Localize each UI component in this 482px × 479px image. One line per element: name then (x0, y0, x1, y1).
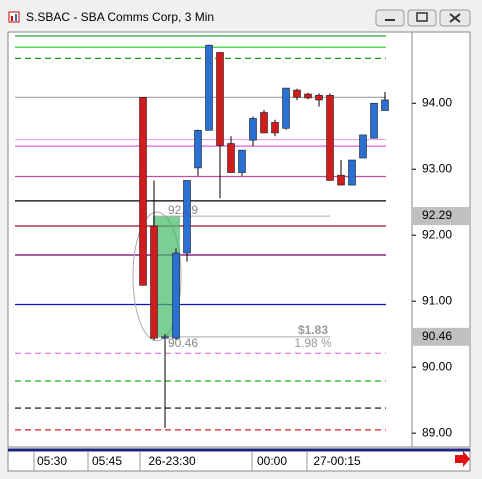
measure-start-label: 92.29 (168, 203, 198, 217)
candle-body (183, 180, 191, 254)
candle-body (348, 159, 356, 186)
x-tick-label: 00:00 (257, 454, 287, 468)
window-title: S.SBAC - SBA Comms Corp, 3 Min (26, 10, 214, 24)
candle-body (271, 122, 279, 134)
candle-body (304, 93, 312, 99)
y-tick-label: 93.00 (422, 161, 452, 175)
candle-body (161, 336, 169, 339)
candle-body (249, 118, 257, 141)
measure-ellipse (132, 211, 182, 342)
restore-icon (416, 12, 428, 22)
close-icon (449, 13, 461, 23)
candle-body (216, 52, 224, 146)
candle-body (139, 97, 147, 286)
candle-body (293, 89, 301, 98)
x-tick-label: 27-00:15 (313, 454, 361, 468)
y-tick-label: 92.00 (422, 227, 452, 241)
candle-body (194, 130, 202, 169)
candle-body (238, 149, 246, 173)
scroll-arrow[interactable] (455, 451, 470, 467)
x-tick-label: 26-23:30 (148, 454, 196, 468)
candle-body (205, 44, 213, 131)
measure-percent: 1.98 % (294, 336, 332, 350)
y-tick-label: 90.00 (422, 359, 452, 373)
price-marker (413, 207, 469, 226)
candle-body (315, 95, 323, 101)
y-tick-label: 91.00 (422, 293, 452, 307)
candle-body (337, 174, 345, 186)
measure-end-label: 90.46 (168, 336, 198, 350)
price-marker-label: 92.29 (422, 208, 452, 222)
window-buttons[interactable] (375, 9, 471, 27)
x-tick-label: 05:30 (37, 454, 67, 468)
candle-body (370, 102, 378, 139)
time-axis (7, 448, 471, 472)
candle-body (282, 87, 290, 129)
app-icon (8, 11, 20, 23)
measure-change: $1.83 (298, 323, 328, 337)
candle-body (359, 134, 367, 159)
y-tick-label: 89.00 (422, 425, 452, 439)
restore-button[interactable] (407, 9, 437, 27)
price-marker-label: 90.46 (422, 329, 452, 343)
candle-body (172, 252, 180, 339)
candle-body (227, 143, 235, 173)
app-icon-bar (11, 16, 13, 21)
candle-body (150, 225, 158, 339)
app-icon-bar (15, 14, 17, 21)
price-axis (411, 31, 471, 448)
candle-body (381, 99, 389, 111)
candle-body (326, 95, 334, 181)
price-marker (413, 327, 469, 346)
y-tick-label: 94.00 (422, 95, 452, 109)
x-tick-label: 05:45 (92, 454, 122, 468)
candle-body (260, 112, 268, 134)
minimize-button[interactable] (375, 9, 405, 27)
